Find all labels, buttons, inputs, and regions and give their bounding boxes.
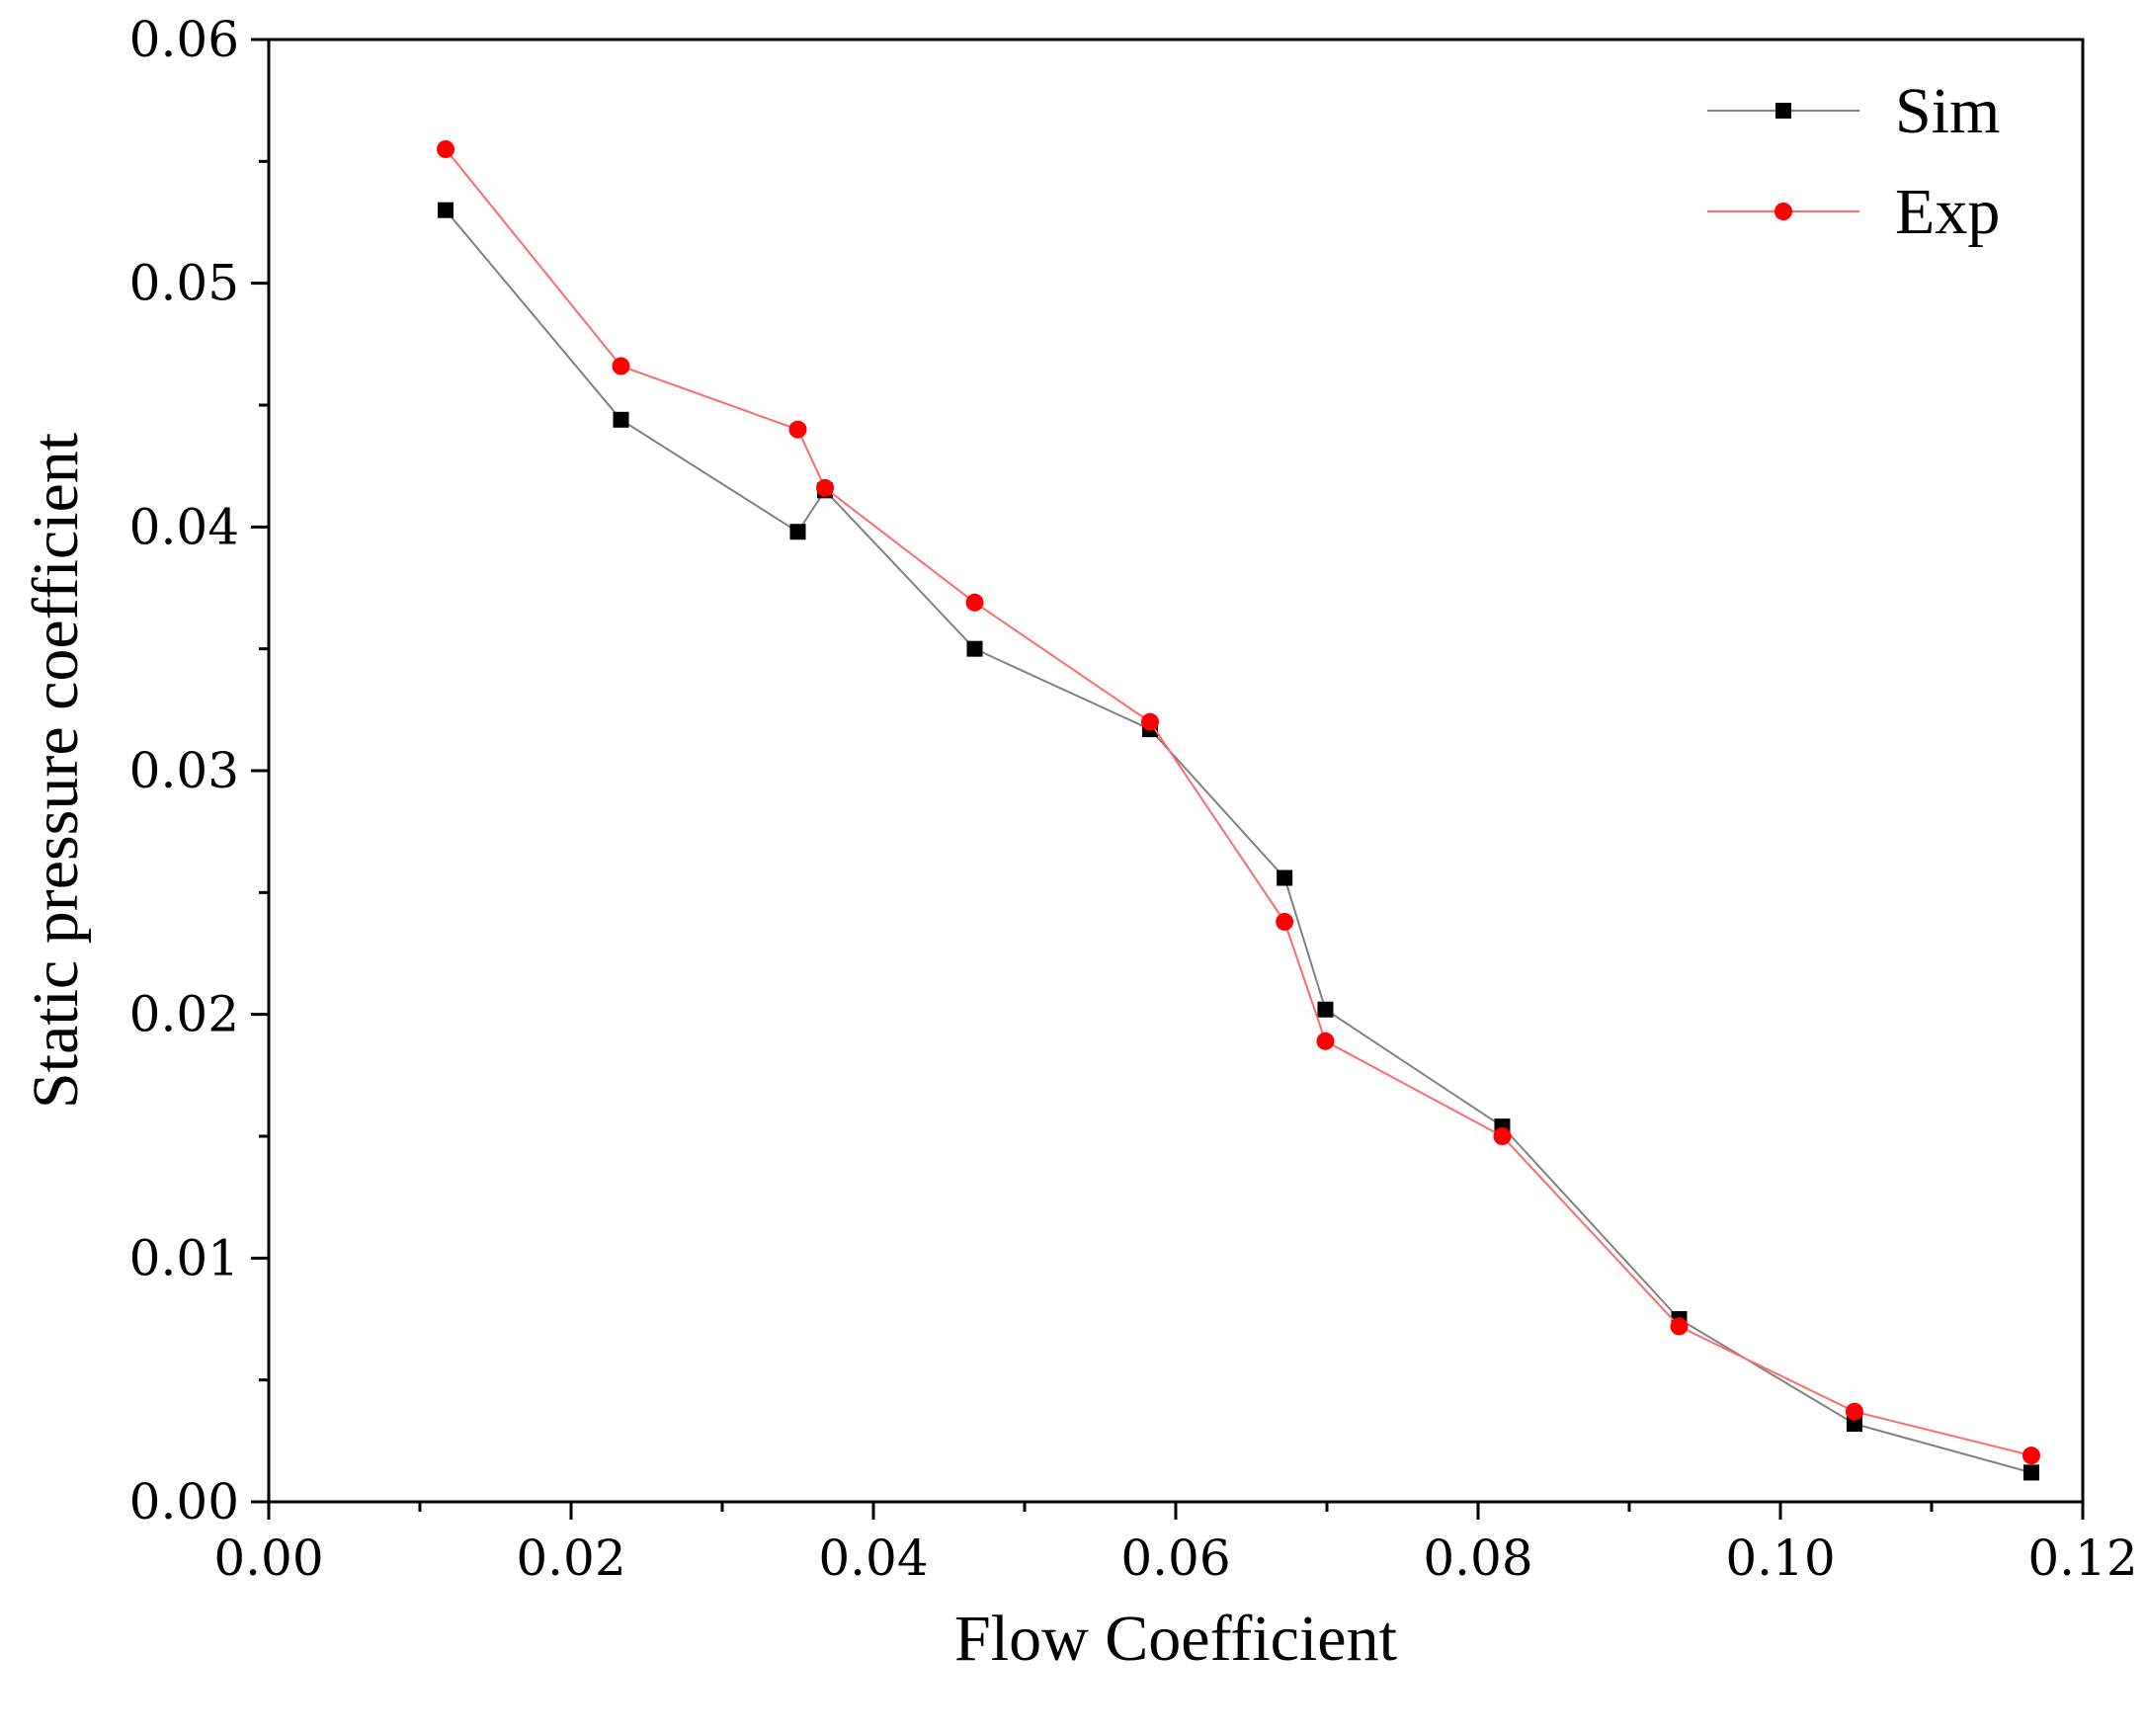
x-axis-title: Flow Coefficient bbox=[954, 1603, 1397, 1675]
data-point bbox=[1317, 1001, 1334, 1018]
data-point bbox=[612, 357, 630, 375]
legend: Sim Exp bbox=[1707, 75, 2000, 248]
y-tick-label: 0.01 bbox=[129, 1229, 239, 1286]
y-tick-label: 0.04 bbox=[129, 498, 239, 555]
x-tick-label: 0.06 bbox=[1120, 1529, 1230, 1587]
data-point bbox=[1845, 1402, 1863, 1421]
y-tick-label: 0.05 bbox=[129, 255, 239, 312]
data-point bbox=[789, 524, 806, 540]
series-line bbox=[445, 209, 2032, 1474]
data-point bbox=[2022, 1464, 2039, 1481]
series-layer bbox=[437, 140, 2040, 1481]
y-axis: 0.00 0.01 0.02 0.03 0.04 0.05 0.06 bbox=[129, 11, 269, 1530]
data-point bbox=[1140, 712, 1159, 731]
x-tick-label: 0.12 bbox=[2027, 1529, 2137, 1587]
legend-item: Exp bbox=[1707, 176, 2000, 248]
y-tick-label: 0.06 bbox=[129, 11, 239, 68]
y-tick-label: 0.02 bbox=[129, 986, 239, 1043]
y-tick-label: 0.00 bbox=[129, 1473, 239, 1530]
data-point bbox=[1276, 912, 1294, 931]
legend-marker bbox=[1775, 103, 1791, 119]
legend-marker bbox=[1774, 203, 1792, 220]
series-line bbox=[445, 148, 2032, 1457]
data-point bbox=[788, 420, 807, 439]
data-point bbox=[437, 140, 455, 158]
data-point bbox=[438, 202, 454, 218]
data-point bbox=[966, 640, 983, 657]
series-sim bbox=[438, 202, 2039, 1481]
data-point bbox=[816, 478, 835, 497]
plot-frame bbox=[267, 38, 2085, 1504]
data-point bbox=[1846, 1416, 1862, 1433]
data-point bbox=[613, 411, 629, 428]
data-point bbox=[1316, 1032, 1335, 1050]
legend-item: Sim bbox=[1707, 75, 2000, 147]
data-point bbox=[2021, 1447, 2040, 1465]
y-tick-label: 0.03 bbox=[129, 742, 239, 799]
x-axis: 0.00 0.02 0.04 0.06 0.08 0.10 0.12 bbox=[213, 1502, 2138, 1587]
data-point bbox=[965, 593, 984, 612]
y-axis-title: Static pressure coefficient bbox=[20, 433, 92, 1109]
legend-label: Exp bbox=[1895, 176, 2000, 248]
x-tick-label: 0.02 bbox=[516, 1529, 625, 1587]
plot-area bbox=[267, 38, 2085, 1504]
series-exp bbox=[437, 140, 2040, 1465]
x-tick-label: 0.00 bbox=[213, 1529, 323, 1587]
x-tick-label: 0.10 bbox=[1725, 1529, 1835, 1587]
data-point bbox=[1277, 869, 1293, 886]
x-tick-label: 0.04 bbox=[818, 1529, 928, 1587]
legend-label: Sim bbox=[1895, 75, 2000, 147]
x-tick-label: 0.08 bbox=[1423, 1529, 1532, 1587]
data-point bbox=[1670, 1317, 1689, 1336]
data-point bbox=[1493, 1127, 1512, 1145]
